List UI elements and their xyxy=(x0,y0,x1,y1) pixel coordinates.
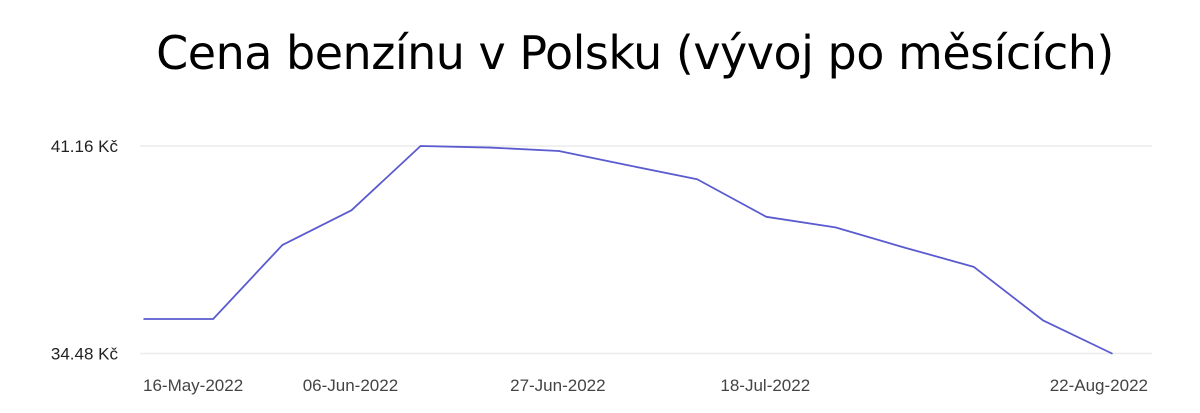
y-tick-label: 34.48 Kč xyxy=(51,345,119,364)
data-point xyxy=(212,318,214,320)
x-tick-label: 27-Jun-2022 xyxy=(510,376,605,395)
data-point xyxy=(1042,319,1044,322)
data-point xyxy=(488,146,491,149)
x-tick-label: 06-Jun-2022 xyxy=(303,376,398,395)
price-line xyxy=(144,145,1113,355)
data-point xyxy=(765,216,768,218)
y-tick-label: 41.16 Kč xyxy=(51,137,119,156)
data-point xyxy=(696,178,698,181)
data-point xyxy=(350,209,353,212)
data-point xyxy=(281,244,284,246)
data-point xyxy=(903,246,906,249)
data-point xyxy=(143,318,145,320)
data-point xyxy=(419,145,422,147)
x-tick-label: 16-May-2022 xyxy=(143,376,243,395)
data-point xyxy=(834,226,837,229)
data-point xyxy=(627,164,629,167)
x-tick-label: 18-Jul-2022 xyxy=(720,376,810,395)
data-point xyxy=(1111,352,1113,355)
data-point xyxy=(558,150,560,152)
x-tick-label: 22-Aug-2022 xyxy=(1050,376,1148,395)
chart-title: Cena benzínu v Polsku (vývoj po měsících… xyxy=(156,26,1114,80)
data-point xyxy=(972,266,975,268)
